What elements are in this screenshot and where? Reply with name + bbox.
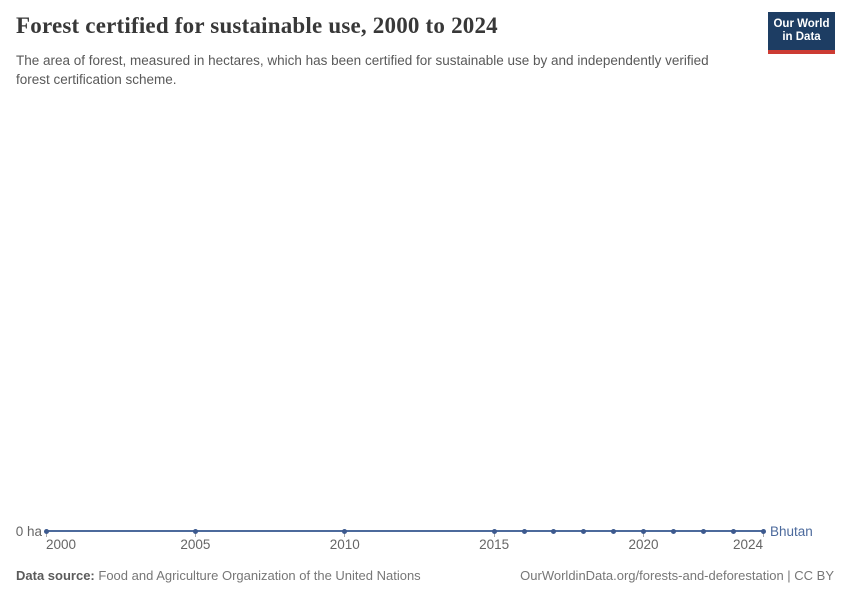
x-tick bbox=[762, 531, 764, 537]
data-point[interactable] bbox=[342, 528, 348, 534]
chart-subtitle: The area of forest, measured in hectares… bbox=[16, 53, 709, 87]
chart-title: Forest certified for sustainable use, 20… bbox=[16, 13, 498, 38]
owid-logo: Our World in Data bbox=[768, 12, 835, 54]
x-tick bbox=[344, 531, 346, 537]
x-tick-label: 2010 bbox=[329, 537, 360, 552]
data-point[interactable] bbox=[43, 528, 49, 534]
data-point[interactable] bbox=[521, 528, 527, 534]
data-point[interactable] bbox=[641, 528, 646, 534]
x-tick-label: 2024 bbox=[732, 537, 763, 552]
owid-logo-line1: Our World bbox=[773, 18, 830, 30]
series-label-bhutan[interactable]: Bhutan bbox=[770, 524, 813, 539]
data-point[interactable] bbox=[730, 528, 736, 534]
data-point[interactable] bbox=[611, 528, 617, 534]
data-source-value: Food and Agriculture Organization of the… bbox=[98, 568, 421, 583]
data-point[interactable] bbox=[700, 528, 706, 534]
data-point[interactable] bbox=[192, 528, 198, 534]
y-axis-zero-label: 0 ha bbox=[15, 524, 42, 539]
data-point[interactable] bbox=[491, 528, 497, 534]
owid-logo-line2: in Data bbox=[782, 31, 821, 43]
x-tick bbox=[194, 531, 196, 537]
x-tick-label: 2005 bbox=[180, 537, 211, 552]
data-point[interactable] bbox=[760, 528, 766, 534]
data-point[interactable] bbox=[581, 528, 587, 534]
owid-license-link[interactable]: OurWorldinData.org/forests-and-deforesta… bbox=[520, 568, 834, 583]
x-tick-label: 2020 bbox=[628, 537, 659, 552]
data-point[interactable] bbox=[670, 528, 676, 534]
footer-data-source: Data source: Food and Agriculture Organi… bbox=[16, 568, 421, 583]
x-tick bbox=[45, 531, 47, 537]
x-tick bbox=[643, 531, 644, 537]
x-tick-label: 2000 bbox=[46, 537, 77, 552]
data-source-label: Data source: bbox=[16, 568, 95, 583]
series-line-bhutan[interactable] bbox=[46, 530, 763, 532]
x-tick bbox=[493, 531, 495, 537]
x-tick-label: 2015 bbox=[479, 537, 510, 552]
data-point[interactable] bbox=[551, 528, 557, 534]
